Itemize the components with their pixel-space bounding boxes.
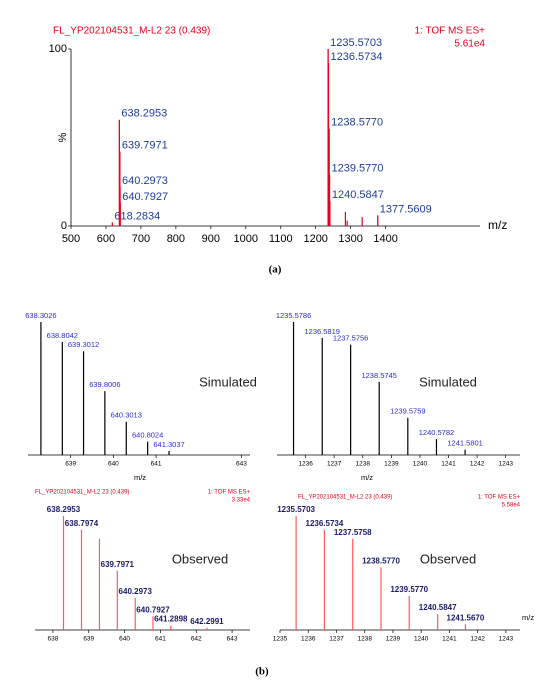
x-tick-label: 1000 (234, 233, 258, 245)
annotation: Observed (420, 551, 476, 566)
x-tick-label: 1400 (373, 233, 397, 245)
x-tick-label: 1240 (414, 636, 429, 643)
x-tick-label: 1241 (442, 636, 457, 643)
peak-label: 640.7927 (136, 605, 170, 614)
peak-label: 1241.5670 (447, 613, 485, 622)
panel-label: (b) (255, 666, 269, 678)
peak-label: 1235.5703 (330, 37, 382, 49)
annotation: Observed (172, 551, 228, 566)
y-axis-label: % (57, 132, 69, 142)
peak-label: 639.8006 (89, 380, 120, 389)
peak-label: 618.2834 (114, 210, 160, 222)
spectrum-title: FL_YP202104531_M-L2 23 (0.439) (35, 490, 129, 496)
x-axis-label: m/z (522, 613, 534, 622)
peak-label: 1240.5782 (419, 428, 454, 437)
intensity: 5.58e4 (502, 502, 521, 508)
x-tick-label: 1240 (413, 461, 428, 468)
peak-label: 640.2973 (119, 587, 153, 596)
peak-label: 638.8042 (47, 331, 78, 340)
x-tick-label: 1239 (386, 636, 401, 643)
peak-label: 1241.5801 (447, 439, 482, 448)
peak-label: 1377.5609 (380, 203, 432, 215)
x-tick-label: 1243 (499, 636, 514, 643)
x-tick-label: 640 (119, 636, 130, 643)
peak-label: 1239.5759 (390, 407, 425, 416)
peak-label: 1237.5758 (334, 528, 372, 537)
x-tick-label: 1237 (327, 461, 342, 468)
x-tick-label: 643 (227, 636, 238, 643)
peak-label: 1239.5770 (390, 585, 428, 594)
peak-label: 1240.5847 (419, 603, 457, 612)
instrument: 1: TOF MS ES+ (415, 26, 486, 37)
x-tick-label: 1238 (356, 461, 371, 468)
intensity: 3.33e4 (232, 497, 251, 503)
peak-label: 641.2898 (154, 615, 188, 624)
y-tick-label: 100 (49, 43, 67, 55)
x-tick-label: 700 (132, 233, 150, 245)
peak-label: 639.3012 (68, 340, 99, 349)
peak-label: 642.2991 (190, 617, 224, 626)
peak-label: 640.7927 (122, 191, 168, 203)
x-tick-label: 640 (108, 461, 119, 468)
x-tick-label: 642 (191, 636, 202, 643)
x-tick-label: 1239 (384, 461, 399, 468)
x-tick-label: 1237 (329, 636, 344, 643)
x-tick-label: 800 (167, 233, 185, 245)
peak-label: 638.2953 (121, 108, 167, 120)
spectrum-title: FL_YP202104531_M-L2 23 (0.439) (53, 26, 210, 37)
y-tick-label: 0 (61, 220, 67, 232)
x-tick-label: 1236 (301, 636, 316, 643)
peak-label: 641.3037 (153, 440, 184, 449)
peak-label: 1235.5703 (277, 505, 315, 514)
x-tick-label: 641 (155, 636, 166, 643)
peak-label: 1238.5745 (361, 371, 396, 380)
peak-label: 638.7974 (65, 519, 99, 528)
x-tick-label: 639 (83, 636, 94, 643)
x-tick-label: 1300 (338, 233, 362, 245)
peak-label: 1235.5786 (276, 311, 311, 320)
x-tick-label: 900 (202, 233, 220, 245)
x-tick-label: 641 (151, 461, 162, 468)
x-tick-label: 1200 (303, 233, 327, 245)
peak-label: 1239.5770 (332, 163, 384, 175)
x-tick-label: 639 (65, 461, 76, 468)
x-tick-label: 1242 (470, 636, 485, 643)
annotation: Simulated (199, 374, 257, 389)
peak-label: 1236.5734 (330, 51, 382, 63)
peak-label: 639.7971 (101, 560, 135, 569)
peak-label: 1236.5734 (306, 519, 344, 528)
peak-label: 639.7971 (122, 140, 168, 152)
x-tick-label: 1236 (298, 461, 313, 468)
x-tick-label: 638 (47, 636, 58, 643)
panel-label: (a) (269, 264, 282, 276)
instrument: 1: TOF MS ES+ (478, 495, 521, 501)
x-tick-label: 1238 (357, 636, 372, 643)
peak-label: 1238.5770 (331, 117, 383, 129)
x-tick-label: 1242 (470, 461, 485, 468)
spectrum-title: FL_YP202104531_M-L2 23 (0.439) (298, 495, 392, 501)
peak-label: 640.3013 (111, 411, 142, 420)
peak-label: 1237.5756 (333, 334, 368, 343)
instrument: 1: TOF MS ES+ (208, 490, 251, 496)
x-axis-label: m/z (361, 473, 373, 482)
annotation: Simulated (419, 374, 477, 389)
x-tick-label: 643 (236, 461, 247, 468)
peak-label: 1236.5819 (304, 327, 339, 336)
x-axis-label: m/z (488, 218, 507, 232)
peak-label: 1238.5770 (362, 556, 400, 565)
peak-label: 640.8024 (132, 431, 163, 440)
peak-label: 640.2973 (122, 175, 168, 187)
x-tick-label: 1241 (441, 461, 456, 468)
peak-label: 1240.5847 (332, 189, 384, 201)
x-tick-label: 500 (62, 233, 80, 245)
x-tick-label: 600 (97, 233, 115, 245)
intensity: 5.61e4 (454, 39, 485, 50)
x-tick-label: 1243 (498, 461, 513, 468)
x-axis-label: m/z (134, 473, 146, 482)
x-tick-label: 1235 (273, 636, 288, 643)
peak-label: 638.2953 (47, 505, 81, 514)
x-tick-label: 1100 (269, 233, 293, 245)
peak-label: 638.3026 (25, 311, 56, 320)
